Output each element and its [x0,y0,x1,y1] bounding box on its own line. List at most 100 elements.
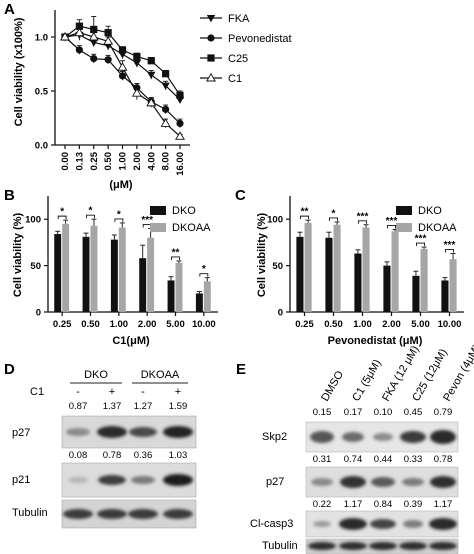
panel-b-sig-bracket-2 [114,218,124,222]
panel-a-legend-label-c25: C25 [228,53,248,65]
panel-e-skp2-value-2: 0.17 [344,407,363,418]
panel-c-bar-dko-1 [325,237,333,312]
panel-a-point-c1-5 [131,88,142,97]
panel-b-x-tick-label-4: 5.00 [166,319,185,330]
panel-a-point-c1-7 [160,118,171,127]
panel-e-clcasp3-band-4 [403,520,423,528]
panel-a-x-tick-label-6: 4.00 [146,152,157,171]
panel-e-tubulin-band-5 [429,542,457,550]
panel-c-bar-dkoaa-0 [304,222,312,312]
panel-c-sig-bracket-1 [328,217,339,221]
panel-b-bar-dko-2 [110,239,118,312]
panel-b-y-axis-label: Cell viability (%) [12,212,24,297]
panel-a-axes: 0.0 0.5 1.0 0.00 0.13 0.25 0.50 1.00 2.00 4.00 8.0… [35,10,190,176]
panel-d-tubulin-band-1 [63,509,93,519]
panel-a-point-fka-7 [161,82,170,90]
panel-a-point-fka-6 [147,71,156,79]
panel-b-bar-dkoaa-5 [203,281,211,312]
panel-d-group-dko: DKO [84,369,108,381]
panel-c-bar-dkoaa-4 [420,248,428,312]
panel-d: D DKO DKOAA C1 - + - + 0.87 1.37 1.27 1.… [4,361,197,529]
panel-b-y-tick-label-2: 100 [25,215,41,226]
panel-c-sig-bracket-0 [299,215,310,220]
panel-a-point-c25-5 [133,52,141,61]
panel-c-bar-dko-4 [412,275,420,312]
panel-a-x-tick-label-7: 8.00 [161,152,172,171]
panel-c-y-axis-label: Cell viability (%) [256,212,268,297]
panel-b-y-tick-label-0: 0 [36,308,41,319]
panel-b-legend-swatch-dko [150,206,166,215]
panel-a-point-c25-2 [90,25,98,34]
panel-c-y-tick-label-0: 0 [278,308,283,319]
panel-b-sig-label-0: * [60,207,64,218]
panel-e-p27-band-4 [402,478,424,486]
panel-a-y-tick-label-1: 0.5 [35,87,49,98]
panel-a-point-c25-4 [118,46,127,54]
panel-b-x-tick-label-2: 1.00 [110,319,129,330]
panel-d-p21-band-3 [131,476,155,484]
panel-b-bar-dkoaa-0 [62,223,70,312]
panel-d-tubulin-band-3 [128,509,158,519]
panel-d-lane-1-sign: - [76,386,80,398]
panel-d-p21-value-2: 0.78 [103,450,122,461]
panel-a-legend: FKA Pevonedistat C25 C1 [200,13,292,85]
panel-d-p27-band-4 [163,426,193,438]
panel-c-legend-swatch-dkoaa [396,223,412,232]
panel-e-skp2-band-3 [373,433,393,441]
panel-d-p21-band-4 [163,474,193,486]
panel-d-p21-value-3: 0.36 [134,450,153,461]
panel-e-tubulin-band-1 [308,542,336,550]
panel-e-skp2-band-2 [342,432,364,442]
panel-a-point-c25-8 [176,91,184,99]
panel-a-x-tick-label-5: 2.00 [132,152,143,171]
panel-c-sig-bracket-3 [386,224,397,229]
panel-e-lane-label-2: C1 (5μM) [350,358,383,404]
panel-b-bar-dkoaa-2 [118,227,126,312]
panel-a-point-pevonedistat-4 [118,72,127,80]
panel-e-p27-value-3: 0.44 [374,454,393,465]
panel-d-blot-p27 [61,415,197,449]
panel-b-sig-label-4: ** [172,247,180,258]
panel-c-bar-dko-2 [354,253,362,312]
panel-c-bar-dkoaa-2 [362,227,370,312]
panel-e-clcasp3-band-3 [370,519,396,529]
panel-d-p21-band-1 [68,477,88,483]
panel-a-point-c1-1 [74,27,85,37]
panel-a-x-tick-label-4: 1.00 [118,152,129,171]
panel-e-clcasp3-value-1: 0.22 [313,499,332,510]
panel-e-clcasp3-band-1 [313,521,331,527]
panel-d-p27-band-2 [97,426,127,438]
panel-a: A Cell viability (x100%) (μM) 0.00.51.00… [4,1,292,191]
panel-d-p21-value-4: 1.03 [169,450,188,461]
panel-d-p27-band-3 [129,427,157,437]
panel-a-point-pevonedistat-7 [162,105,170,113]
panel-d-p21-value-1: 0.08 [69,450,88,461]
panel-d-treatment-label: C1 [30,386,44,398]
panel-e-row-label-skp2: Skp2 [262,431,287,443]
panel-b-bar-dko-3 [139,258,147,312]
panel-e-blot-clcasp3 [305,510,459,538]
panel-d-letter: D [4,361,15,378]
panel-c-legend-label-dkoaa: DKOAA [418,222,457,234]
panel-a-point-c25-1 [75,22,83,30]
panel-b-x-tick-label-1: 0.50 [81,319,100,330]
panel-a-y-tick-label-0: 0.0 [35,141,48,152]
panel-c-x-tick-label-3: 2.00 [382,319,401,330]
panel-e-skp2-value-4: 0.45 [404,407,423,418]
panel-a-legend-label-pevonedistat: Pevonedistat [228,33,292,45]
panel-e-letter: E [236,361,246,378]
panel-e-p27-band-1 [311,478,333,486]
panel-e-p27-value-5: 0.78 [434,454,453,465]
panel-e-lane-label-1: DMSO [319,369,346,404]
panel-a-x-tick-label-2: 0.25 [89,151,100,170]
panel-d-lane-2-sign: + [109,386,115,398]
panel-e-row-label-clcasp3: Cl-casp3 [250,518,293,530]
panel-b-legend-swatch-dkoaa [150,223,166,232]
panel-e-p27-value-2: 0.74 [344,454,363,465]
panel-e-blot-skp2 [305,421,459,453]
panel-b-sig-bracket-5 [199,273,209,277]
panel-d-row-label-tubulin: Tubulin [12,507,48,519]
panel-c-x-axis-label: Pevonedistat (μM) [328,335,423,347]
panel-e-p27-band-2 [340,476,366,488]
panel-c-sig-label-5: *** [444,240,456,251]
